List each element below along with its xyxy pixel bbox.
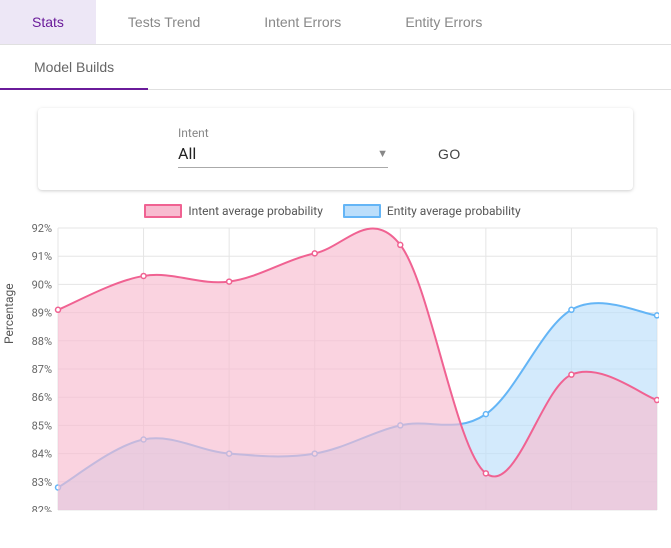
svg-text:90%: 90% <box>32 278 52 291</box>
legend-swatch <box>144 204 182 218</box>
intent-series-point[interactable] <box>569 372 574 377</box>
svg-text:92%: 92% <box>32 224 52 235</box>
y-axis-title: Percentage <box>2 283 16 344</box>
svg-text:85%: 85% <box>32 419 52 432</box>
chevron-down-icon: ▼ <box>377 147 388 160</box>
intent-select-value: All <box>178 144 196 163</box>
entity-series-point[interactable] <box>569 307 574 312</box>
secondary-tabs: Model Builds <box>0 45 671 90</box>
primary-tabs: StatsTests TrendIntent ErrorsEntity Erro… <box>0 0 671 45</box>
svg-text:82%: 82% <box>32 504 52 512</box>
svg-text:83%: 83% <box>32 476 52 489</box>
probability-chart: 92% 91% 90% 89% 88% 87% 86% 85% 84% 83% 82% <box>4 224 659 512</box>
intent-series-point[interactable] <box>312 251 317 256</box>
legend-item[interactable]: Intent average probability <box>144 204 323 218</box>
tab-intent-errors[interactable]: Intent Errors <box>232 0 373 44</box>
filter-card: Intent All ▼ GO <box>38 108 633 190</box>
entity-series-point[interactable] <box>655 313 660 318</box>
tab-tests-trend[interactable]: Tests Trend <box>96 0 232 44</box>
intent-filter: Intent All ▼ <box>178 126 388 168</box>
intent-series-point[interactable] <box>227 279 232 284</box>
svg-text:88%: 88% <box>32 335 52 348</box>
intent-series-point[interactable] <box>56 307 61 312</box>
intent-series-point[interactable] <box>483 471 488 476</box>
entity-series-point[interactable] <box>483 412 488 417</box>
subtab-model-builds[interactable]: Model Builds <box>0 45 148 89</box>
svg-text:91%: 91% <box>32 250 52 263</box>
chart-legend: Intent average probability Entity average… <box>4 204 661 218</box>
svg-text:84%: 84% <box>32 448 52 461</box>
intent-series-point[interactable] <box>398 242 403 247</box>
intent-series-point[interactable] <box>655 398 660 403</box>
tab-stats[interactable]: Stats <box>0 0 96 44</box>
chart-container: Intent average probability Entity average… <box>4 204 661 512</box>
legend-label: Intent average probability <box>188 204 323 218</box>
legend-label: Entity average probability <box>387 204 521 218</box>
svg-text:89%: 89% <box>32 307 52 320</box>
intent-series-point[interactable] <box>141 273 146 278</box>
legend-swatch <box>343 204 381 218</box>
intent-filter-label: Intent <box>178 126 388 140</box>
svg-text:86%: 86% <box>32 391 52 404</box>
legend-item[interactable]: Entity average probability <box>343 204 521 218</box>
tab-entity-errors[interactable]: Entity Errors <box>373 0 514 44</box>
svg-text:87%: 87% <box>32 363 52 376</box>
intent-select[interactable]: All ▼ <box>178 144 388 168</box>
go-button[interactable]: GO <box>428 140 471 168</box>
